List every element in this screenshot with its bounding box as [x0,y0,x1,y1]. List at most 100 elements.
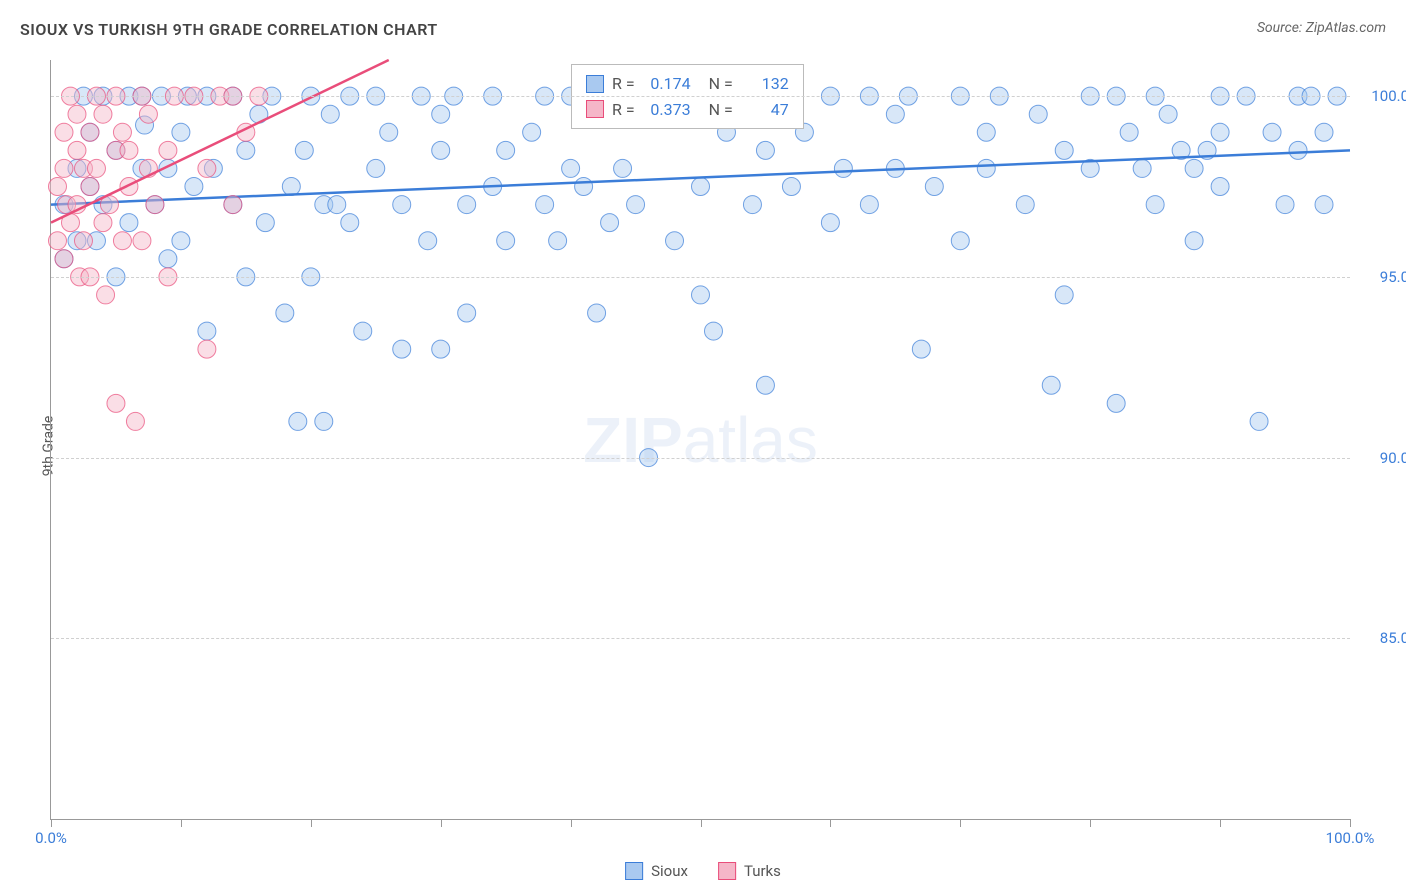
scatter-point [419,232,437,250]
legend-swatch [718,862,736,880]
scatter-point [912,340,930,358]
scatter-point [432,105,450,123]
scatter-point [951,232,969,250]
scatter-point [1263,123,1281,141]
scatter-point [860,196,878,214]
scatter-point [55,159,73,177]
n-label: N = [709,97,733,123]
scatter-point [393,340,411,358]
scatter-point [536,196,554,214]
scatter-point [756,141,774,159]
legend-item: Sioux [625,862,688,880]
scatter-point [1146,196,1164,214]
scatter-point [1133,159,1151,177]
scatter-point [588,304,606,322]
gridline [51,277,1350,278]
scatter-point [146,196,164,214]
scatter-point [94,105,112,123]
legend-swatch [586,100,604,118]
scatter-point [68,105,86,123]
scatter-point [1055,141,1073,159]
scatter-point [458,196,476,214]
scatter-point [159,141,177,159]
scatter-point [198,322,216,340]
scatter-point [601,214,619,232]
gridline [51,638,1350,639]
scatter-point [925,178,943,196]
scatter-point [1276,196,1294,214]
scatter-point [575,178,593,196]
scatter-point [821,214,839,232]
scatter-point [328,196,346,214]
scatter-point [120,178,138,196]
r-label: R = [612,71,635,97]
x-tick [51,819,52,827]
scatter-point [81,123,99,141]
scatter-point [743,196,761,214]
scatter-point [1016,196,1034,214]
scatter-point [834,159,852,177]
legend-label: Sioux [651,862,688,880]
y-tick-label: 100.0% [1360,87,1406,105]
scatter-point [704,322,722,340]
scatter-point [55,123,73,141]
scatter-point [198,159,216,177]
scatter-point [87,159,105,177]
y-tick-label: 85.0% [1360,629,1406,647]
scatter-point [497,141,515,159]
scatter-point [1185,232,1203,250]
scatter-point [315,412,333,430]
scatter-point [1250,412,1268,430]
scatter-point [1185,159,1203,177]
x-tick [311,819,312,827]
scatter-point [94,214,112,232]
series-legend: SiouxTurks [625,862,781,880]
scatter-point [1120,123,1138,141]
x-tick-label: 0.0% [35,829,67,847]
gridline [51,96,1350,97]
scatter-point [614,159,632,177]
r-value: 0.174 [643,71,691,97]
scatter-point [172,123,190,141]
scatter-point [282,178,300,196]
x-tick-label: 100.0% [1326,829,1375,847]
scatter-point [159,250,177,268]
scatter-point [692,286,710,304]
legend-swatch [625,862,643,880]
scatter-point [756,376,774,394]
scatter-point [782,178,800,196]
scatter-point [97,286,115,304]
scatter-point [276,304,294,322]
x-tick [960,819,961,827]
scatter-point [198,340,216,358]
scatter-point [172,232,190,250]
chart-container: SIOUX VS TURKISH 9TH GRADE CORRELATION C… [0,0,1406,892]
scatter-point [666,232,684,250]
scatter-point [237,141,255,159]
n-value: 47 [741,97,789,123]
scatter-point [1211,178,1229,196]
scatter-point [74,232,92,250]
plot-area: ZIPatlas R =0.174N =132R =0.373N =47 85.… [50,60,1350,820]
scatter-point [224,196,242,214]
scatter-point [367,159,385,177]
x-tick [701,819,702,827]
x-tick [1350,819,1351,827]
scatter-point [497,232,515,250]
legend-swatch [586,75,604,93]
scatter-point [432,340,450,358]
chart-title: SIOUX VS TURKISH 9TH GRADE CORRELATION C… [20,20,438,39]
scatter-point [68,141,86,159]
scatter-point [1289,141,1307,159]
scatter-point [48,178,66,196]
y-tick-label: 90.0% [1360,449,1406,467]
scatter-point [1042,376,1060,394]
scatter-point [393,196,411,214]
corr-legend-row: R =0.174N =132 [586,71,789,97]
scatter-point [886,105,904,123]
scatter-point [432,141,450,159]
scatter-point [977,123,995,141]
scatter-point [107,394,125,412]
source-label: Source: ZipAtlas.com [1257,20,1386,36]
scatter-point [256,214,274,232]
